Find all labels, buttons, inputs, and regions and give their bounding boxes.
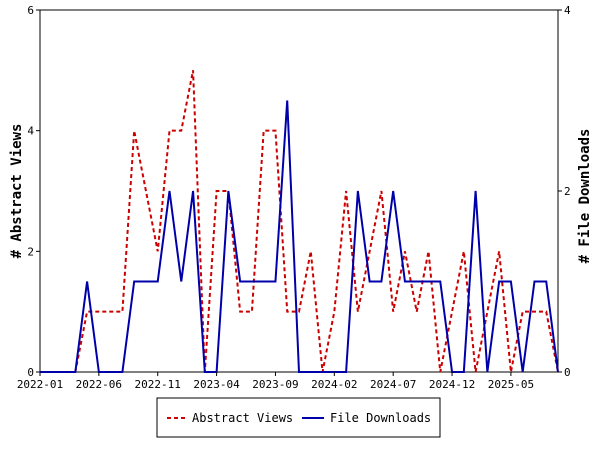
x-tick-label: 2022-11: [135, 378, 181, 391]
y-axis-right-title: # File Downloads: [577, 129, 593, 264]
y-left-tick-label: 0: [27, 366, 34, 379]
legend-box: [156, 397, 441, 438]
x-tick-label: 2025-05: [488, 378, 534, 391]
series-layer: [40, 70, 559, 373]
series-line-file-downloads: [40, 100, 559, 373]
y-right-tick-label: 4: [564, 4, 571, 17]
legend-abstract-views-label: Abstract Views: [192, 411, 293, 425]
y-left-tick-label: 4: [27, 125, 34, 138]
x-tick-label: 2024-07: [370, 378, 416, 391]
plot-area-frame: [39, 9, 559, 373]
y-right-tick-label: 0: [564, 366, 571, 379]
series-line-abstract-views: [40, 70, 559, 373]
x-tick-label: 2022-06: [76, 378, 122, 391]
x-tick-label: 2023-09: [252, 378, 298, 391]
axis-layer: 0 2 4 6 0 2 4 2022-01 2022-06 2022-11 2023-04 2023-…: [17, 4, 571, 391]
y-left-tick-label: 2: [27, 245, 34, 258]
x-tick-label: 2024-02: [311, 378, 357, 391]
legend-file-downloads-label: File Downloads: [330, 411, 431, 425]
legend: Abstract Views File Downloads: [156, 397, 441, 438]
x-tick-label: 2023-04: [193, 378, 240, 391]
x-tick-label: 2022-01: [17, 378, 63, 391]
x-tick-label: 2024-12: [429, 378, 475, 391]
y-axis-left-title: # Abstract Views: [9, 124, 25, 259]
y-right-tick-label: 2: [564, 185, 571, 198]
y-left-tick-label: 6: [27, 4, 34, 17]
